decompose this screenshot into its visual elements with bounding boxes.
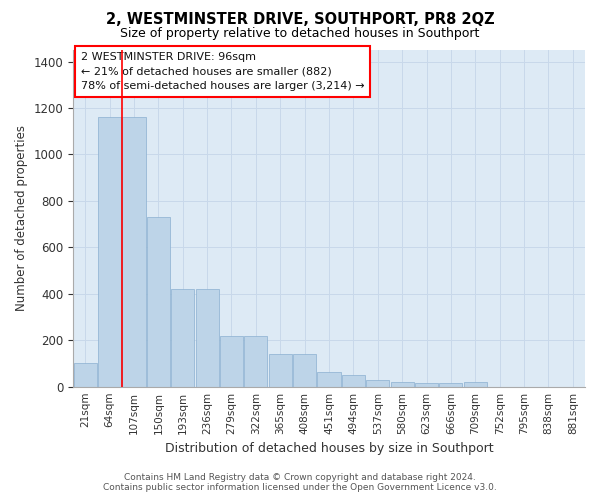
Bar <box>391 382 414 386</box>
Bar <box>366 380 389 386</box>
Bar <box>317 372 341 386</box>
Bar <box>171 289 194 386</box>
Text: Contains HM Land Registry data © Crown copyright and database right 2024.
Contai: Contains HM Land Registry data © Crown c… <box>103 473 497 492</box>
Y-axis label: Number of detached properties: Number of detached properties <box>15 126 28 312</box>
Bar <box>220 336 243 386</box>
Bar <box>342 375 365 386</box>
Text: 2, WESTMINSTER DRIVE, SOUTHPORT, PR8 2QZ: 2, WESTMINSTER DRIVE, SOUTHPORT, PR8 2QZ <box>106 12 494 28</box>
Bar <box>196 289 218 386</box>
Bar <box>464 382 487 386</box>
Bar <box>439 383 463 386</box>
Text: 2 WESTMINSTER DRIVE: 96sqm
← 21% of detached houses are smaller (882)
78% of sem: 2 WESTMINSTER DRIVE: 96sqm ← 21% of deta… <box>81 52 364 92</box>
Bar <box>147 217 170 386</box>
Bar <box>122 118 146 386</box>
Bar <box>244 336 268 386</box>
Bar <box>269 354 292 386</box>
Bar <box>74 364 97 386</box>
Bar <box>98 118 121 386</box>
Bar <box>293 354 316 386</box>
Text: Size of property relative to detached houses in Southport: Size of property relative to detached ho… <box>121 28 479 40</box>
Bar <box>415 383 438 386</box>
X-axis label: Distribution of detached houses by size in Southport: Distribution of detached houses by size … <box>165 442 493 455</box>
